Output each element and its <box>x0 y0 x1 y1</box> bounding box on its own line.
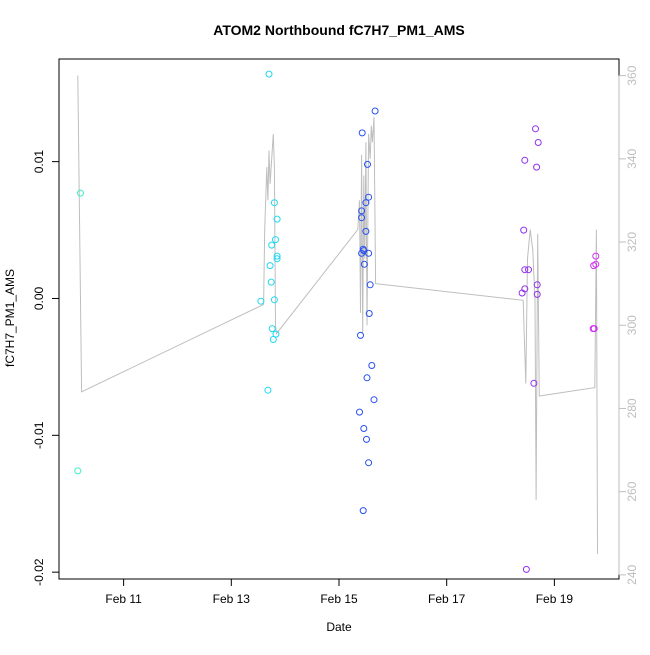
y-axis: 0.01 0.00 -0.01 -0.02 <box>32 150 60 586</box>
data-point <box>272 330 280 338</box>
data-point <box>365 193 373 201</box>
data-point <box>357 331 364 339</box>
chart-title: ATOM2 Northbound fC7H7_PM1_AMS <box>213 22 465 38</box>
data-point <box>268 241 276 249</box>
data-point <box>533 163 541 171</box>
data-point <box>358 214 366 222</box>
y2-tick-label: 360 <box>625 65 639 85</box>
data-point <box>533 290 541 298</box>
data-point <box>530 379 538 387</box>
data-point <box>590 325 598 333</box>
data-point <box>358 129 366 137</box>
data-point <box>521 266 529 274</box>
data-point <box>362 199 370 207</box>
y2-tick-label: 320 <box>625 232 639 252</box>
data-point <box>356 408 363 416</box>
data-point <box>525 266 532 274</box>
y-tick-label: 0.01 <box>32 150 46 174</box>
data-point <box>265 70 273 78</box>
data-point <box>74 467 82 475</box>
y-tick-label: -0.02 <box>32 558 46 586</box>
y2-tick-label: 340 <box>625 148 639 168</box>
data-point <box>268 325 276 333</box>
x-tick-label: Feb 17 <box>428 592 466 606</box>
data-point <box>365 249 373 257</box>
y-tick-label: 0.00 <box>32 286 46 310</box>
data-point <box>363 374 371 382</box>
data-point <box>365 459 373 467</box>
data-point <box>518 289 526 297</box>
data-point <box>590 262 598 270</box>
data-point <box>521 156 529 164</box>
x-tick-label: Feb 11 <box>105 592 142 606</box>
data-point <box>363 435 370 443</box>
y2-tick-label: 300 <box>625 315 639 335</box>
data-point <box>362 227 370 235</box>
y2-tick-label: 280 <box>625 398 639 418</box>
x-tick-label: Feb 19 <box>536 592 574 606</box>
x-tick-label: Feb 15 <box>320 592 358 606</box>
data-point <box>269 336 277 343</box>
x-tick-label: Feb 13 <box>213 592 251 606</box>
data-point <box>360 425 368 432</box>
data-point <box>592 252 600 260</box>
x-axis: Feb 11 Feb 13 Feb 15 Feb 17 Feb 19 <box>105 578 574 606</box>
data-point <box>270 199 278 207</box>
data-point <box>264 386 272 394</box>
secondary-line-layer <box>77 75 598 555</box>
data-point <box>534 139 542 146</box>
data-point <box>370 396 378 404</box>
data-point <box>273 252 281 260</box>
data-point <box>533 281 541 289</box>
data-point <box>358 249 366 257</box>
secondary-y-axis: 240 260 280 300 320 340 360 <box>618 65 639 585</box>
data-point <box>360 260 368 268</box>
y2-tick-label: 260 <box>625 481 639 501</box>
data-point <box>273 215 281 223</box>
data-point <box>364 160 371 168</box>
data-point <box>358 207 366 215</box>
y2-tick-label: 240 <box>625 564 639 584</box>
data-point <box>272 236 279 244</box>
data-point <box>522 565 530 573</box>
data-point <box>359 507 367 515</box>
data-point <box>257 297 265 305</box>
secondary-line <box>77 75 598 555</box>
data-point <box>267 278 275 286</box>
data-point <box>270 296 278 304</box>
data-point <box>365 310 373 317</box>
y-axis-label: fC7H7_PM1_AMS <box>3 269 17 367</box>
data-point <box>371 107 379 115</box>
data-point <box>77 189 84 197</box>
data-point <box>266 262 274 270</box>
data-point <box>368 362 376 369</box>
data-point <box>520 226 528 234</box>
data-point <box>532 125 539 133</box>
x-axis-label: Date <box>326 620 352 634</box>
points-layer <box>74 70 600 573</box>
y-tick-label: -0.01 <box>32 421 46 449</box>
data-point <box>273 255 281 263</box>
data-point <box>366 281 374 289</box>
